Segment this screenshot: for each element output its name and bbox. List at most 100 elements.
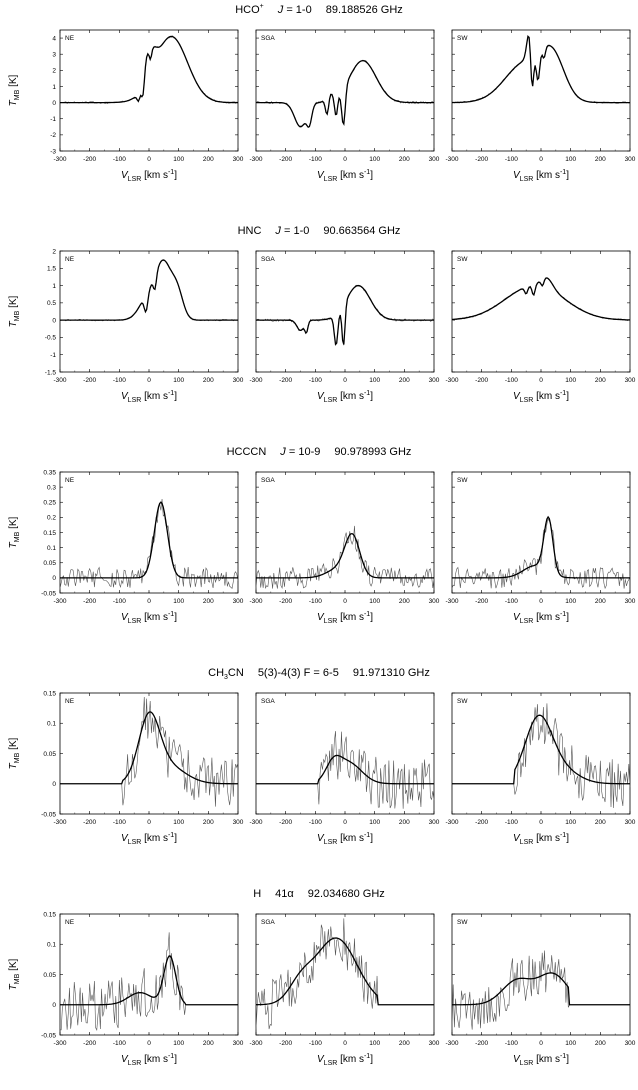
x-axis-label: VLSR [km s-1] <box>121 832 177 846</box>
spectrum-smoothed-line <box>451 35 630 104</box>
x-tick-label: 300 <box>625 156 636 163</box>
x-tick-label: 0 <box>343 156 347 163</box>
y-tick-label: 0.05 <box>43 751 56 758</box>
x-tick-label: 200 <box>203 819 214 826</box>
x-tick-label: 0 <box>539 377 543 384</box>
y-tick-label: 0.15 <box>43 911 56 918</box>
x-tick-label: 0 <box>147 819 151 826</box>
panel-label: NE <box>65 256 75 263</box>
x-tick-label: -200 <box>83 1040 96 1047</box>
panel-label: SGA <box>261 477 275 484</box>
x-tick-label: -300 <box>53 377 66 384</box>
y-tick-label: 0.5 <box>47 300 56 307</box>
x-tick-label: 0 <box>147 1040 151 1047</box>
y-tick-label: 0.15 <box>43 530 56 537</box>
x-tick-label: 0 <box>539 819 543 826</box>
panel-ne: -300 -200 -100 0 100 200 300 -1.5 -1 -0.5 0 0.5 1 1.5… <box>45 248 244 404</box>
x-tick-label: 0 <box>147 598 151 605</box>
x-tick-label: 0 <box>343 377 347 384</box>
y-tick-label: 0.2 <box>47 515 56 522</box>
y-axis-label: TMB [K] <box>8 516 21 548</box>
spectrum-smoothed-line <box>256 284 434 346</box>
x-axis-label: VLSR [km s-1] <box>513 169 569 183</box>
molecule-name: CH <box>208 667 224 679</box>
spectrum-smoothed-line <box>452 714 630 785</box>
panel-sga: -300 -200 -100 0 100 200 300 SGA VLSR [km s-1] <box>249 250 440 404</box>
plot-frame <box>451 250 631 373</box>
x-tick-label: -300 <box>249 819 262 826</box>
x-axis-label: VLSR [km s-1] <box>317 611 373 625</box>
y-tick-label: 3 <box>52 52 56 59</box>
y-tick-label: 0.1 <box>47 942 56 949</box>
chart-row-5: H 41α 92.034680 GHz TMB [K] -300 -200 -100 0 100… <box>8 888 636 1067</box>
x-tick-label: -200 <box>475 377 488 384</box>
x-axis-label: VLSR [km s-1] <box>317 169 373 183</box>
x-tick-label: -100 <box>309 819 322 826</box>
x-tick-label: 300 <box>233 819 244 826</box>
x-tick-label: -100 <box>113 819 126 826</box>
x-tick-label: -200 <box>279 1040 292 1047</box>
x-tick-label: 300 <box>429 377 440 384</box>
x-tick-label: 300 <box>625 1040 636 1047</box>
x-tick-label: 200 <box>203 598 214 605</box>
x-tick-label: -300 <box>249 156 262 163</box>
panel-label: SGA <box>261 35 275 42</box>
x-tick-label: -200 <box>83 156 96 163</box>
x-tick-label: 200 <box>595 156 606 163</box>
spectrum-smoothed-line <box>60 955 238 1006</box>
x-tick-label: -100 <box>309 598 322 605</box>
x-tick-label: -300 <box>53 156 66 163</box>
y-axis-label: TMB [K] <box>8 958 21 990</box>
x-tick-label: 100 <box>565 1040 576 1047</box>
x-tick-label: -100 <box>505 819 518 826</box>
y-tick-label: 1 <box>52 283 56 290</box>
panel-label: SGA <box>261 256 275 263</box>
chart-title: HCO+ J = 1-0 89.188526 GHz <box>235 3 403 16</box>
x-axis-label: VLSR [km s-1] <box>317 390 373 404</box>
x-tick-label: 300 <box>625 377 636 384</box>
x-tick-label: 200 <box>595 819 606 826</box>
x-tick-label: 0 <box>343 1040 347 1047</box>
x-tick-label: -300 <box>249 377 262 384</box>
x-axis-label: VLSR [km s-1] <box>513 1053 569 1067</box>
x-tick-label: -100 <box>505 598 518 605</box>
x-tick-label: 100 <box>173 1040 184 1047</box>
x-tick-label: 300 <box>233 1040 244 1047</box>
x-tick-label: -300 <box>445 156 458 163</box>
y-tick-label: -1 <box>50 352 56 359</box>
y-tick-label: 0.1 <box>47 545 56 552</box>
y-tick-label: -0.5 <box>45 335 57 342</box>
panel-ne: -300 -200 -100 0 100 200 300 -0.05 0 0.05 0.1 0.15 N… <box>41 690 244 846</box>
x-tick-label: -300 <box>249 1040 262 1047</box>
x-tick-label: -300 <box>445 598 458 605</box>
spectrum-data-line <box>451 36 631 104</box>
x-tick-label: -200 <box>475 156 488 163</box>
x-tick-label: 300 <box>233 377 244 384</box>
x-tick-label: 0 <box>343 598 347 605</box>
x-tick-label: -100 <box>309 156 322 163</box>
molecule-name: HCCCN <box>227 446 267 458</box>
x-tick-label: -100 <box>505 156 518 163</box>
panel-ne: -300 -200 -100 0 100 200 300 -3 -2 -1 0 1 2 3 4 NE VLSR … <box>50 29 244 183</box>
y-tick-label: -2 <box>50 132 56 139</box>
y-tick-label: 0 <box>52 575 56 582</box>
y-tick-label: 0 <box>52 100 56 107</box>
panel-label: NE <box>65 698 75 705</box>
x-tick-label: 100 <box>173 156 184 163</box>
x-axis-label: VLSR [km s-1] <box>121 169 177 183</box>
spectrum-data-line <box>256 731 435 809</box>
x-tick-label: -200 <box>279 819 292 826</box>
plot-frame <box>255 471 435 594</box>
spectrum-data-line <box>452 703 631 809</box>
x-axis-label: VLSR [km s-1] <box>317 1053 373 1067</box>
spectrum-data-line <box>59 932 238 1032</box>
spectrum-smoothed-line <box>452 972 630 1006</box>
x-tick-label: 300 <box>233 598 244 605</box>
x-tick-label: -200 <box>279 598 292 605</box>
x-tick-label: -100 <box>113 377 126 384</box>
x-tick-label: -200 <box>83 377 96 384</box>
x-tick-label: 300 <box>429 1040 440 1047</box>
spectrum-smoothed-line <box>255 937 434 1006</box>
plot-frame <box>255 29 435 152</box>
